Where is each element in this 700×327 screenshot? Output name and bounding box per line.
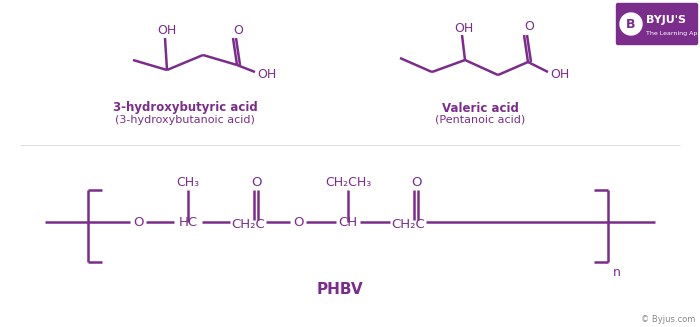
Text: O: O	[133, 215, 144, 229]
Text: O: O	[411, 176, 421, 188]
Text: n: n	[613, 266, 621, 279]
Text: OH: OH	[158, 25, 176, 38]
Text: PHBV: PHBV	[316, 283, 363, 298]
Text: © Byjus.com: © Byjus.com	[640, 316, 695, 324]
Text: CH₂C: CH₂C	[391, 217, 425, 231]
Text: CH: CH	[338, 215, 358, 229]
Text: CH₂C: CH₂C	[231, 217, 265, 231]
FancyBboxPatch shape	[617, 4, 697, 44]
Text: BYJU'S: BYJU'S	[646, 15, 686, 25]
Circle shape	[620, 13, 642, 35]
Text: O: O	[524, 21, 534, 33]
Text: (3-hydroxybutanoic acid): (3-hydroxybutanoic acid)	[115, 115, 255, 125]
Text: B: B	[626, 18, 636, 30]
Text: 3-hydroxybutyric acid: 3-hydroxybutyric acid	[113, 101, 258, 114]
Text: CH₂CH₃: CH₂CH₃	[325, 176, 371, 188]
Text: The Learning App: The Learning App	[646, 30, 700, 36]
Text: Valeric acid: Valeric acid	[442, 101, 519, 114]
Text: OH: OH	[258, 67, 277, 80]
Text: HC: HC	[178, 215, 197, 229]
Text: OH: OH	[454, 22, 474, 35]
Text: O: O	[233, 24, 243, 37]
Text: O: O	[293, 215, 303, 229]
Text: OH: OH	[550, 67, 570, 80]
Text: O: O	[251, 176, 261, 188]
Text: (Pentanoic acid): (Pentanoic acid)	[435, 115, 525, 125]
Text: CH₃: CH₃	[176, 176, 200, 188]
